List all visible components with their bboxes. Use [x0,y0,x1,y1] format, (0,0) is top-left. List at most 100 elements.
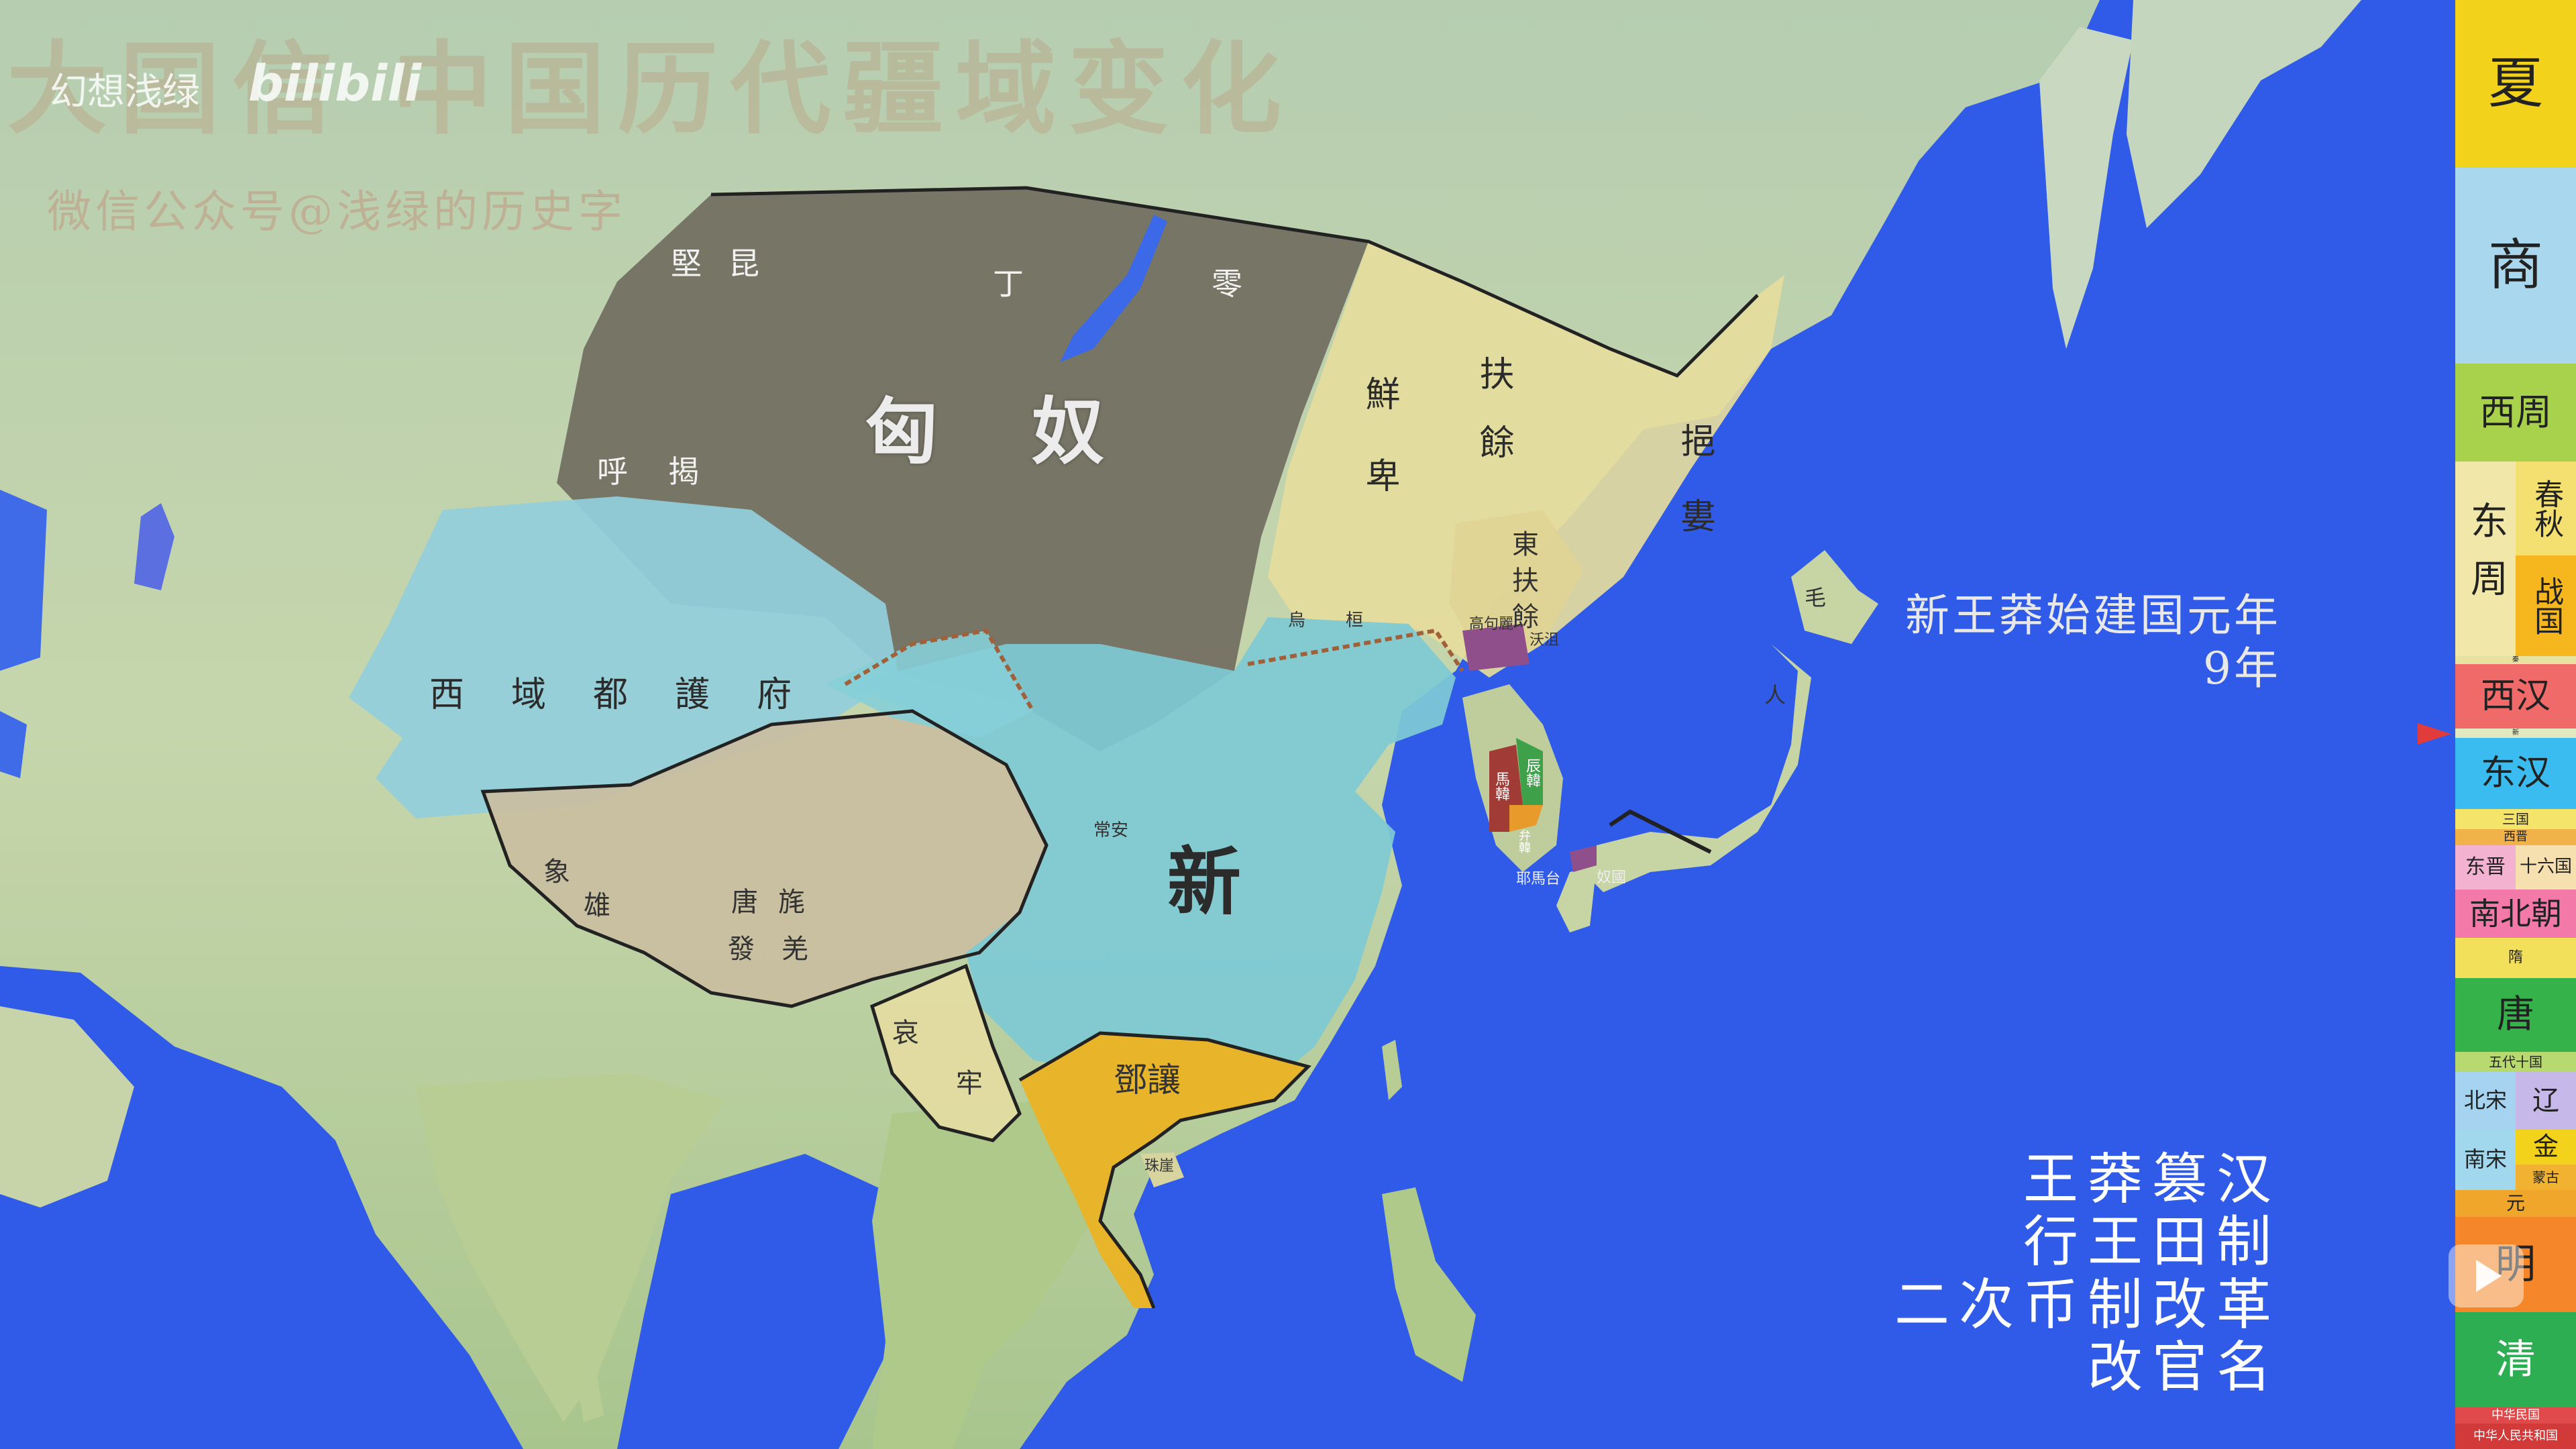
event-item: 行王田制 [2023,1210,2281,1275]
timeline-chunqiu[interactable]: 春秋 [2516,462,2576,555]
label-xiang: 象 [543,857,570,888]
timeline-nansong[interactable]: 南宋 [2455,1130,2516,1190]
label-mao: 毛 [1805,585,1827,610]
border-dengrang [1018,1031,1311,1309]
label-wuhuan: 烏桓 [1288,610,1404,631]
japan-hokkaido [1791,550,1878,644]
label-mahan: 馬韓 [1493,771,1509,801]
aral-sea [134,503,174,590]
japan-honshu [1583,644,1811,892]
lake-baikal [1060,215,1167,362]
label-yilou: 挹婁 [1674,423,1715,573]
watermark-subtitle: 微信公众号@浅绿的历史字 [47,186,627,237]
date-event: 新王莽始建国元年 [1905,590,2281,641]
label-hujie: 呼揭 [597,453,739,490]
label-yedan: 耶馬台 [1516,871,1561,888]
play-button-icon[interactable] [2449,1244,2524,1307]
play-triangle-icon [2476,1260,2502,1292]
region-ailao [872,966,1020,1140]
label-lao: 牢 [956,1068,983,1099]
hainan [1140,1152,1184,1187]
timeline-sui[interactable]: 隋 [2455,938,2576,978]
timeline-nanbeichao[interactable]: 南北朝 [2455,890,2576,938]
label-xin: 新 [1167,839,1241,925]
land-west-sea [0,490,47,671]
timeline-xijin[interactable]: 西晋 [2455,829,2576,845]
label-nuoguo: 奴國 [1597,869,1627,886]
taiwan [1382,1040,1402,1100]
timeline-xihan[interactable]: 西汉 [2455,664,2576,729]
timeline-dongzhou[interactable]: 东周 [2455,462,2516,656]
timeline-menggu[interactable]: 蒙古 [2516,1165,2576,1190]
timeline-minguo[interactable]: 中华民国 [2455,1407,2576,1424]
bay-of-bengal [617,1154,892,1449]
dynasty-timeline: 夏 商 西周 东周 春秋 战国 秦 西汉 新 东汉 三国 西晋 东晋 十六国 南… [2455,0,2576,1449]
kamchatka-tip [2127,0,2361,228]
label-ai: 哀 [892,1018,919,1049]
map-view: 匈奴 新 西域都護府 堅昆 丁零 呼揭 鮮卑 扶餘 挹婁 東扶餘 象 雄 唐旄 … [0,0,2361,1449]
philippines [1382,1187,1476,1382]
bilibili-logo-icon: bilibili [248,55,422,113]
label-changan: 常安 [1093,820,1129,841]
label-bianhan: 弁韓 [1517,829,1531,853]
timeline-yuan[interactable]: 元 [2455,1190,2576,1217]
great-wall [844,628,1464,712]
date-year: 9年 [2203,643,2281,695]
timeline-xizhou[interactable]: 西周 [2455,364,2576,462]
label-xiongnu: 匈奴 [865,390,1199,474]
border-xiyu-south [480,709,1049,1008]
label-xianbei: 鮮卑 [1359,376,1399,539]
region-dengrang [1020,1033,1308,1308]
timeline-sanguo[interactable]: 三国 [2455,809,2576,829]
timeline-zhanguo[interactable]: 战国 [2516,555,2576,656]
japan-kyushu [1556,865,1597,932]
region-bianhan [1509,805,1543,832]
timeline-ming[interactable]: 明 [2455,1217,2576,1312]
label-chenhan: 辰韓 [1523,758,1540,788]
timeline-jin[interactable]: 金 [2516,1130,2576,1165]
label-xiyu: 西域都護府 [429,675,839,715]
xin-north-corridor [825,631,1033,738]
timeline-prc[interactable]: 中华人民共和国 [2455,1424,2576,1449]
timeline-dongjin[interactable]: 东晋 [2455,845,2516,890]
border-outline [710,186,1759,378]
label-dingling: 丁零 [993,266,1430,302]
japan-nuoguo [1570,845,1597,872]
label-zhuya: 珠崖 [1144,1158,1175,1175]
label-fuyu: 扶餘 [1473,356,1513,492]
timeline-donghan[interactable]: 东汉 [2455,738,2576,809]
label-jiankun: 堅昆 [671,246,786,282]
event-item: 二次币制改革 [1894,1273,2281,1337]
region-xianbei [1268,241,1784,678]
timeline-xia[interactable]: 夏 [2455,0,2576,168]
timeline-beisong[interactable]: 北宋 [2455,1072,2516,1130]
timeline-shang[interactable]: 商 [2455,168,2576,364]
arabia-land [0,1006,134,1208]
timeline-xin[interactable]: 新 [2455,729,2576,738]
label-ren: 人 [1764,682,1786,708]
region-qiang [483,711,1046,1006]
timeline-wudai[interactable]: 五代十国 [2455,1052,2576,1072]
label-tangmao: 唐旄 [731,887,825,918]
sri-lanka [577,1375,604,1422]
uploader-name: 幻想浅绿 [50,70,200,114]
map-canvas [0,0,2361,1449]
timeline-qing[interactable]: 清 [2455,1312,2576,1407]
timeline-liao[interactable]: 辽 [2516,1072,2576,1130]
southeast-asia [872,1100,1100,1449]
sakhalin [2039,27,2133,349]
label-xiong: 雄 [584,890,610,921]
label-dengrang: 鄧讓 [1114,1061,1181,1099]
india-land [416,1073,724,1422]
label-dongfuyu: 東扶餘 [1507,530,1538,639]
region-chenhan [1516,738,1543,805]
timeline-shiliuguo[interactable]: 十六国 [2516,845,2576,890]
date-panel: 新王莽始建国元年 9年 [1905,589,2281,695]
label-qiang: 羌 [782,934,808,965]
timeline-qin[interactable]: 秦 [2455,656,2576,664]
timeline-tang[interactable]: 唐 [2455,978,2576,1052]
region-gaogouli [1462,624,1529,671]
label-fa: 發 [728,934,755,965]
caspian-sea [0,711,27,778]
event-item: 改官名 [2087,1336,2281,1400]
